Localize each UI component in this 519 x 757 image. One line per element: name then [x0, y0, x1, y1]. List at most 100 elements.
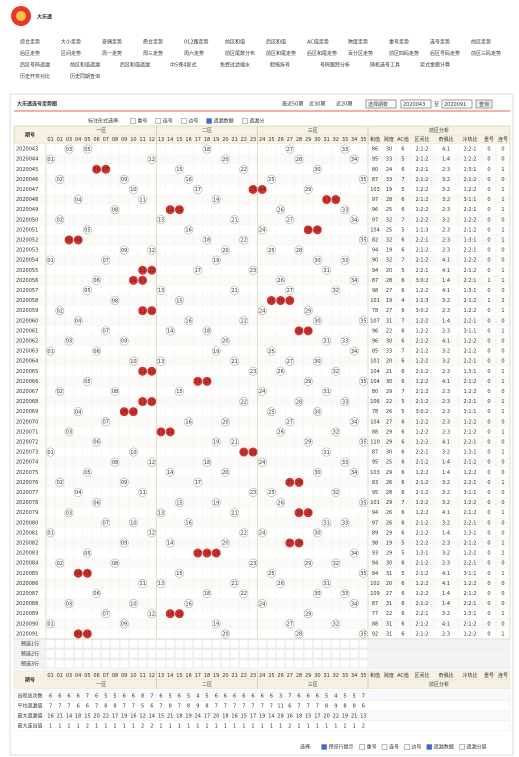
preselect-cell[interactable]	[119, 659, 129, 669]
preselect-cell[interactable]	[340, 639, 350, 649]
preselect-cell[interactable]	[92, 659, 101, 669]
nav-link[interactable]: 综合走势	[20, 39, 40, 46]
checkbox[interactable]	[242, 118, 248, 124]
preselect-cell[interactable]	[303, 639, 313, 649]
nav-link[interactable]: 区间走势	[61, 50, 81, 57]
preselect-cell[interactable]	[230, 649, 239, 659]
quick-link[interactable]: 最近50期	[282, 101, 303, 108]
nav-link[interactable]: 前区和值遗漏	[70, 62, 100, 69]
nav-link[interactable]: AC值走势	[307, 39, 329, 46]
preselect-cell[interactable]	[276, 639, 285, 649]
nav-link[interactable]: 号码跟踪分析	[320, 62, 350, 69]
preselect-cell[interactable]	[331, 649, 341, 659]
preselect-cell[interactable]	[165, 659, 175, 669]
preselect-cell[interactable]	[55, 649, 65, 659]
preselect-cell[interactable]	[193, 639, 203, 649]
checkbox[interactable]	[426, 744, 433, 750]
preselect-cell[interactable]	[101, 639, 111, 649]
preselect-cell[interactable]	[257, 649, 267, 659]
preselect-cell[interactable]	[92, 649, 101, 659]
preselect-cell[interactable]	[175, 659, 184, 669]
preselect-cell[interactable]	[110, 649, 120, 659]
preselect-cell[interactable]	[211, 649, 221, 659]
preselect-cell[interactable]	[322, 639, 331, 649]
preselect-cell[interactable]	[294, 639, 304, 649]
preselect-cell[interactable]	[359, 649, 368, 659]
preselect-cell[interactable]	[83, 639, 92, 649]
checkbox[interactable]	[180, 118, 187, 124]
preselect-cell[interactable]	[110, 639, 120, 649]
nav-link[interactable]: 大小走势	[61, 39, 81, 46]
quick-link[interactable]: 近20期	[336, 101, 352, 108]
nav-link[interactable]: 周一走势	[102, 50, 122, 57]
preselect-cell[interactable]	[119, 649, 129, 659]
preselect-cell[interactable]	[101, 659, 111, 669]
preselect-cell[interactable]	[55, 659, 65, 669]
preselect-cell[interactable]	[239, 639, 249, 649]
preselect-cell[interactable]	[221, 649, 230, 659]
preselect-cell[interactable]	[147, 639, 157, 649]
nav-link[interactable]: 后区和值遗漏	[120, 62, 150, 69]
preselect-cell[interactable]	[230, 659, 239, 669]
input-to[interactable]	[441, 99, 473, 109]
nav-link[interactable]: 奖式金额计算	[420, 62, 450, 69]
checkbox[interactable]	[404, 744, 410, 750]
preselect-cell[interactable]	[303, 649, 313, 659]
preselect-cell[interactable]	[349, 659, 359, 669]
preselect-cell[interactable]	[129, 649, 138, 659]
preselect-cell[interactable]	[257, 639, 267, 649]
preselect-cell[interactable]	[221, 659, 230, 669]
preselect-cell[interactable]	[331, 639, 341, 649]
nav-link[interactable]: 后区和尾走势	[307, 50, 337, 57]
preselect-cell[interactable]	[276, 649, 285, 659]
preselect-cell[interactable]	[267, 639, 276, 649]
nav-link[interactable]: 后区号码遗漏	[20, 62, 50, 69]
preselect-cell[interactable]	[359, 639, 368, 649]
preselect-cell[interactable]	[101, 649, 111, 659]
preselect-cell[interactable]	[83, 649, 92, 659]
preselect-cell[interactable]	[46, 649, 55, 659]
preselect-cell[interactable]	[285, 649, 295, 659]
preselect-cell[interactable]	[267, 659, 276, 669]
checkbox[interactable]	[381, 744, 388, 750]
preselect-cell[interactable]	[322, 659, 331, 669]
preselect-cell[interactable]	[340, 649, 350, 659]
preselect-cell[interactable]	[349, 639, 359, 649]
checkbox[interactable]	[155, 118, 162, 124]
preselect-cell[interactable]	[73, 649, 83, 659]
checkbox[interactable]	[206, 118, 212, 124]
preselect-cell[interactable]	[294, 649, 304, 659]
nav-link[interactable]: 胆拖拆号	[270, 62, 290, 69]
nav-link[interactable]: 后区号码走势	[430, 50, 460, 57]
preselect-cell[interactable]	[55, 639, 65, 649]
nav-link[interactable]: 前区和值	[225, 39, 245, 46]
preselect-cell[interactable]	[359, 659, 368, 669]
preselect-cell[interactable]	[322, 649, 331, 659]
preselect-cell[interactable]	[119, 639, 129, 649]
preselect-cell[interactable]	[349, 649, 359, 659]
preselect-cell[interactable]	[46, 639, 55, 649]
checkbox[interactable]	[459, 744, 465, 750]
nav-link[interactable]: 周六走势	[184, 50, 204, 57]
select-box[interactable]	[365, 99, 397, 109]
preselect-cell[interactable]	[110, 659, 120, 669]
preselect-cell[interactable]	[138, 639, 147, 649]
preselect-cell[interactable]	[211, 639, 221, 649]
preselect-cell[interactable]	[175, 639, 184, 649]
nav-link[interactable]: 免费过滤缩水	[220, 62, 250, 69]
nav-link[interactable]: 连号走势	[430, 39, 450, 46]
preselect-cell[interactable]	[276, 659, 285, 669]
preselect-cell[interactable]	[239, 659, 249, 669]
checkbox[interactable]	[359, 744, 365, 750]
preselect-cell[interactable]	[83, 659, 92, 669]
preselect-cell[interactable]	[331, 659, 341, 669]
nav-link[interactable]: 质合走势	[143, 39, 163, 46]
preselect-cell[interactable]	[184, 659, 193, 669]
nav-link[interactable]: 历史同期查询	[70, 73, 100, 80]
preselect-cell[interactable]	[64, 649, 74, 659]
nav-link[interactable]: 百分区走势	[348, 50, 373, 57]
input-from[interactable]	[400, 99, 432, 109]
preselect-cell[interactable]	[303, 659, 313, 669]
preselect-cell[interactable]	[73, 659, 83, 669]
preselect-cell[interactable]	[64, 659, 74, 669]
